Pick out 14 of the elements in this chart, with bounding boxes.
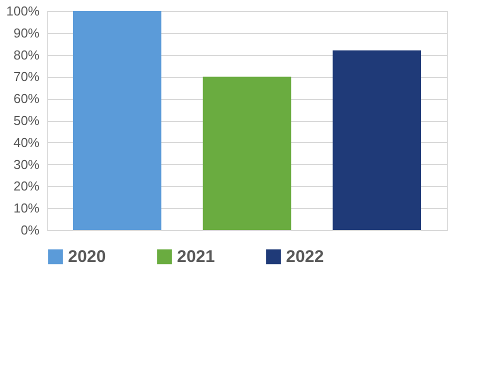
y-tick-label: 50% [13,113,40,128]
y-tick-label: 10% [13,200,40,216]
legend-label: 2021 [177,246,215,266]
y-tick-label: 70% [13,69,40,84]
legend-label: 2022 [286,246,324,266]
y-tick-label: 90% [13,25,40,40]
y-tick-label: 30% [13,156,40,172]
y-tick-label: 60% [13,91,40,106]
y-tick-label: 0% [20,222,40,238]
legend-label: 2020 [68,246,106,266]
y-tick-label: 80% [13,47,40,62]
y-tick-label: 40% [13,134,40,150]
y-tick-label: 100% [6,4,40,18]
y-tick-label: 20% [13,178,40,194]
